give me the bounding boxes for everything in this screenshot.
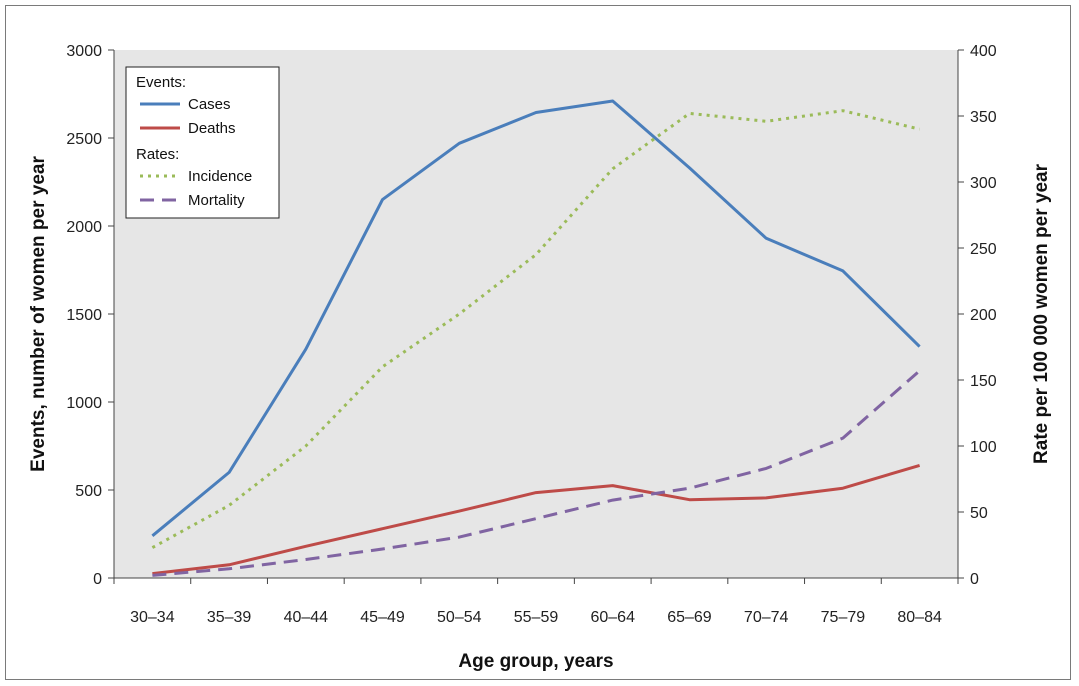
x-tick-label: 60–64 — [590, 609, 635, 626]
y2-axis-title: Rate per 100 000 women per year — [1031, 163, 1052, 464]
y2-tick-label: 50 — [970, 505, 988, 522]
legend-label-mortality: Mortality — [188, 192, 245, 209]
x-axis-title: Age group, years — [458, 651, 613, 672]
legend-label-deaths: Deaths — [188, 120, 236, 137]
series-line-mortality — [152, 369, 921, 577]
x-tick-label: 65–69 — [667, 609, 712, 626]
y2-tick-label: 300 — [970, 175, 997, 192]
y-tick-label: 1500 — [66, 307, 102, 324]
y2-tick-label: 350 — [970, 109, 997, 126]
y-tick-label: 2000 — [66, 219, 102, 236]
y-axis-title: Events, number of women per year — [28, 156, 49, 472]
legend-heading-events: Events: — [136, 74, 186, 91]
x-tick-label: 30–34 — [130, 609, 175, 626]
chart-marks: 0 500 1000 1500 2000 2500 3000 0 50 100 150 200 250 3… — [66, 43, 996, 626]
y2-tick-label: 250 — [970, 241, 997, 258]
y-tick-label: 500 — [75, 483, 102, 500]
series-line-incidence — [151, 109, 920, 549]
legend-box — [125, 66, 280, 219]
y-tick-label: 3000 — [66, 43, 102, 60]
x-tick-label: 75–79 — [821, 609, 866, 626]
x-tick-label: 80–84 — [897, 609, 942, 626]
y-tick-label: 2500 — [66, 131, 102, 148]
legend-label-incidence: Incidence — [188, 168, 252, 185]
x-tick-label: 70–74 — [744, 609, 789, 626]
x-tick-label: 40–44 — [284, 609, 329, 626]
legend-heading-rates: Rates: — [136, 146, 179, 163]
legend: Events: Rates: Cases Deaths Incidence Morta… — [125, 66, 280, 219]
legend-label-cases: Cases — [188, 96, 231, 113]
y2-tick-label: 0 — [970, 571, 979, 588]
y-tick-label: 0 — [93, 571, 102, 588]
y2-tick-label: 200 — [970, 307, 997, 324]
x-tick-label: 45–49 — [360, 609, 405, 626]
y2-tick-label: 400 — [970, 43, 997, 60]
y-tick-label: 1000 — [66, 395, 102, 412]
x-tick-label: 35–39 — [207, 609, 252, 626]
y2-tick-label: 150 — [970, 373, 997, 390]
x-tick-label: 55–59 — [514, 609, 559, 626]
x-tick-label: 50–54 — [437, 609, 482, 626]
y2-tick-label: 100 — [970, 439, 997, 456]
